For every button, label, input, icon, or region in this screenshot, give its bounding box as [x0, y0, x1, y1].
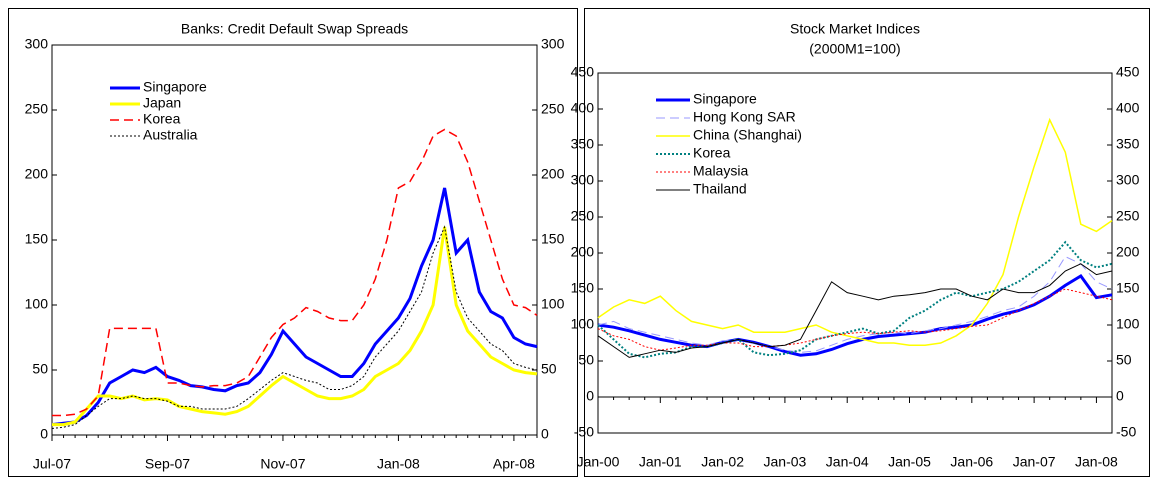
y-tick-label: 0 — [586, 388, 594, 404]
y-tick-label: 150 — [25, 231, 49, 247]
y2-tick-label: 300 — [1116, 172, 1140, 188]
y2-tick-label: 150 — [541, 231, 565, 247]
y-tick-label: 300 — [571, 172, 595, 188]
y2-tick-label: 200 — [1116, 244, 1140, 260]
legend-label: Singapore — [143, 79, 207, 95]
x-tick-label: Nov-07 — [260, 456, 305, 472]
series-line — [51, 187, 538, 427]
x-tick-label: Jan-03 — [764, 454, 807, 470]
y2-tick-label: 250 — [1116, 208, 1140, 224]
panel-border — [584, 8, 1150, 477]
series-line — [597, 263, 1113, 358]
y2-tick-label: 400 — [1116, 100, 1140, 116]
legend-label: Hong Kong SAR — [693, 109, 796, 125]
x-tick-label: Jan-05 — [888, 454, 931, 470]
x-tick-label: Jan-00 — [577, 454, 620, 470]
y2-tick-label: 200 — [541, 166, 565, 182]
y2-tick-label: 100 — [1116, 316, 1140, 332]
y-tick-label: 200 — [25, 166, 49, 182]
y-tick-label: -50 — [574, 424, 594, 440]
legend-label: Malaysia — [693, 163, 748, 179]
chart-title: Stock Market Indices — [790, 21, 920, 37]
series-line — [52, 128, 538, 417]
y2-tick-label: 300 — [541, 36, 565, 52]
legend-label: Australia — [143, 127, 198, 143]
y2-tick-label: 450 — [1116, 64, 1140, 80]
y2-tick-label: -50 — [1116, 424, 1136, 440]
y-tick-label: 200 — [571, 244, 595, 260]
series-line — [597, 255, 1113, 353]
series-line — [597, 288, 1113, 351]
x-tick-label: Jan-06 — [950, 454, 993, 470]
y-tick-label: 400 — [571, 100, 595, 116]
series-line — [52, 226, 538, 427]
x-tick-label: Jan-01 — [639, 454, 682, 470]
y2-tick-label: 0 — [1116, 388, 1124, 404]
y2-tick-label: 0 — [541, 426, 549, 442]
x-tick-label: Jul-07 — [33, 456, 71, 472]
y-tick-label: 0 — [40, 426, 48, 442]
series-line — [597, 240, 1113, 359]
x-tick-label: Jan-07 — [1013, 454, 1056, 470]
y-tick-label: 450 — [571, 64, 595, 80]
series-line — [51, 225, 538, 429]
y-tick-label: 50 — [578, 352, 594, 368]
x-tick-label: Apr-08 — [493, 456, 535, 472]
y-tick-label: 100 — [571, 316, 595, 332]
y2-tick-label: 50 — [1116, 352, 1132, 368]
x-tick-label: Jan-02 — [701, 454, 744, 470]
y-tick-label: 50 — [32, 361, 48, 377]
series-line — [597, 273, 1113, 357]
legend-label: Korea — [693, 145, 731, 161]
legend-label: Thailand — [693, 181, 747, 197]
y-tick-label: 150 — [571, 280, 595, 296]
legend-label: Japan — [143, 95, 181, 111]
x-tick-label: Jan-08 — [1075, 454, 1118, 470]
y-tick-label: 100 — [25, 296, 49, 312]
y-tick-label: 250 — [571, 208, 595, 224]
chart-subtitle: (2000M1=100) — [809, 41, 900, 57]
y2-tick-label: 100 — [541, 296, 565, 312]
plot-frame — [597, 72, 1113, 434]
x-tick-label: Jan-08 — [377, 456, 420, 472]
series-line — [597, 117, 1113, 346]
y2-tick-label: 50 — [541, 361, 557, 377]
y2-tick-label: 250 — [541, 101, 565, 117]
legend-label: Singapore — [693, 91, 757, 107]
y-tick-label: 350 — [571, 136, 595, 152]
x-tick-label: Jan-04 — [826, 454, 869, 470]
legend-label: China (Shanghai) — [693, 127, 802, 143]
y-tick-label: 300 — [25, 36, 49, 52]
legend-label: Korea — [143, 111, 181, 127]
chart-title: Banks: Credit Default Swap Spreads — [181, 21, 408, 37]
panel-border — [8, 8, 578, 477]
y2-tick-label: 150 — [1116, 280, 1140, 296]
y-tick-label: 250 — [25, 101, 49, 117]
x-tick-label: Sep-07 — [145, 456, 190, 472]
y2-tick-label: 350 — [1116, 136, 1140, 152]
